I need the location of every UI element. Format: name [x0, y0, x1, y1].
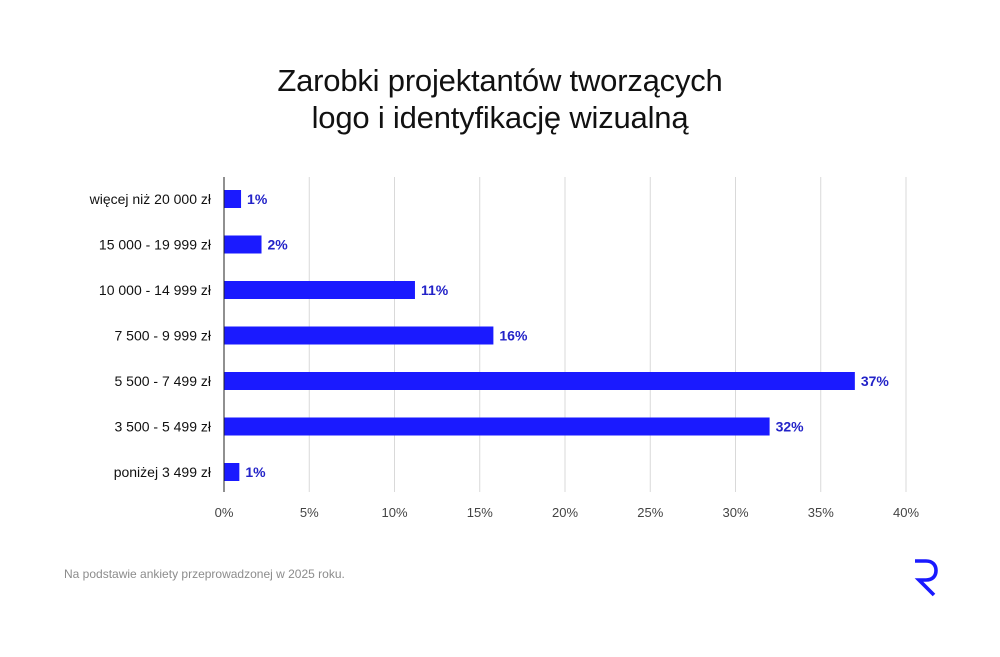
bar	[224, 281, 415, 299]
x-tick-label: 25%	[637, 505, 663, 520]
category-label: więcej niż 20 000 zł	[89, 191, 212, 207]
bar	[224, 235, 262, 254]
r-logo-icon	[914, 559, 938, 597]
x-tick-label: 30%	[722, 505, 748, 520]
bar-value-label: 16%	[499, 328, 528, 344]
bar	[224, 326, 494, 345]
bar	[224, 417, 770, 436]
x-tick-label: 40%	[893, 505, 919, 520]
bar	[224, 190, 242, 208]
bar-value-label: 37%	[861, 373, 890, 389]
category-label: 15 000 - 19 999 zł	[99, 237, 212, 253]
x-tick-label: 20%	[552, 505, 578, 520]
bar	[224, 463, 240, 481]
bar-value-label: 11%	[421, 282, 449, 298]
category-label: poniżej 3 499 zł	[114, 464, 212, 480]
bar-value-label: 2%	[268, 237, 289, 253]
x-tick-label: 35%	[808, 505, 834, 520]
category-label: 5 500 - 7 499 zł	[114, 373, 211, 389]
x-tick-label: 0%	[215, 505, 234, 520]
category-label: 10 000 - 14 999 zł	[99, 282, 212, 298]
category-label: 3 500 - 5 499 zł	[114, 419, 211, 435]
x-tick-label: 15%	[467, 505, 493, 520]
chart-title: Zarobki projektantów tworzących logo i i…	[0, 62, 1000, 136]
bar-value-label: 32%	[776, 419, 805, 435]
bar-value-label: 1%	[247, 191, 268, 207]
chart-title-line-2: logo i identyfikację wizualną	[311, 100, 689, 135]
x-tick-label: 10%	[381, 505, 407, 520]
chart-title-line-1: Zarobki projektantów tworzących	[277, 63, 723, 98]
category-label: 7 500 - 9 999 zł	[114, 328, 211, 344]
bar	[224, 372, 855, 390]
x-tick-label: 5%	[300, 505, 319, 520]
bar-value-label: 1%	[245, 464, 266, 480]
footnote: Na podstawie ankiety przeprowadzonej w 2…	[64, 567, 345, 581]
